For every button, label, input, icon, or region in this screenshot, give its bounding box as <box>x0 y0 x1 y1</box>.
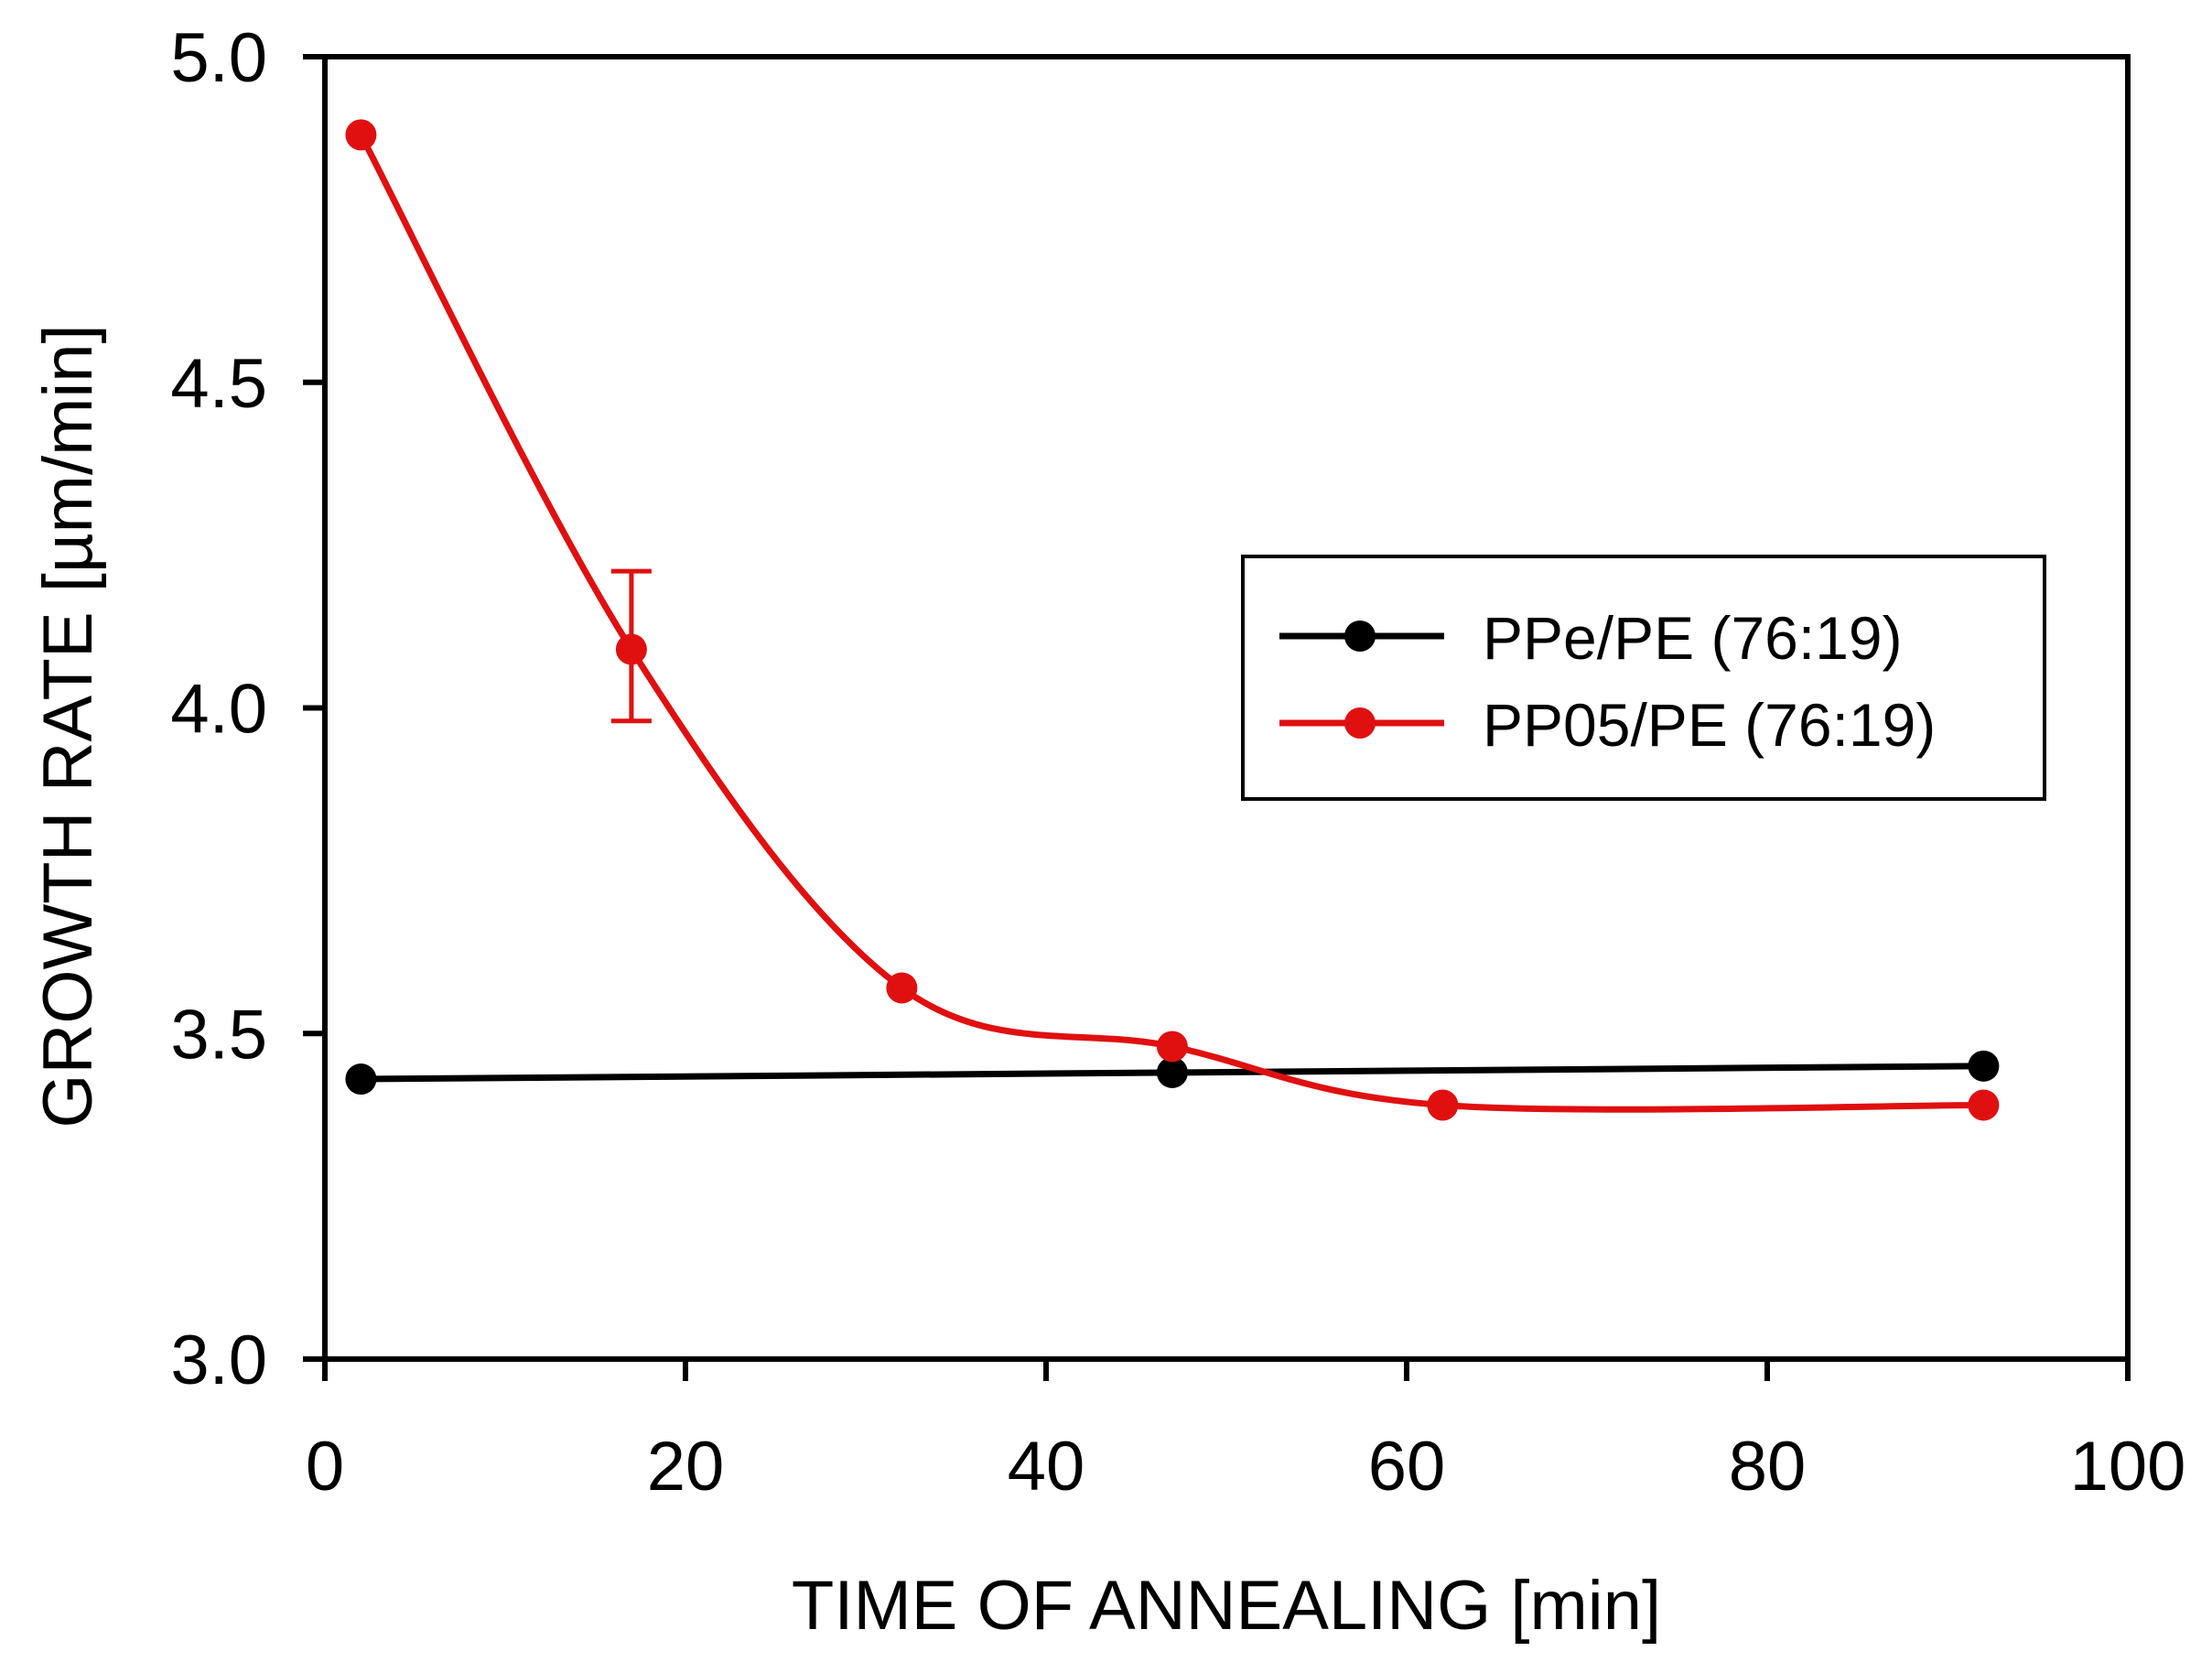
x-tick-label: 100 <box>2070 1428 2186 1506</box>
data-point <box>345 1063 377 1096</box>
data-point <box>1156 1031 1188 1063</box>
x-tick-label: 80 <box>1729 1428 1807 1506</box>
y-axis-label: GROWTH RATE [µm/min] <box>29 324 107 1128</box>
data-point <box>345 119 377 151</box>
legend-item-1: PPe/PE (76:19) <box>1279 604 1903 672</box>
data-point <box>1968 1050 2000 1082</box>
x-tick-label: 60 <box>1368 1428 1446 1506</box>
data-point <box>886 972 918 1004</box>
data-point <box>1968 1089 2000 1121</box>
legend-label: PP05/PE (76:19) <box>1483 691 1936 759</box>
x-tick-label: 40 <box>1008 1428 1085 1506</box>
tick-labels-layer: 0 20 40 60 80 100 3.0 3.5 4.0 4.5 5.0 <box>170 19 2185 1506</box>
y-tick-label: 3.0 <box>170 1322 267 1399</box>
legend-marker <box>1344 621 1376 652</box>
legend-box <box>1241 555 2046 801</box>
x-axis-label: TIME OF ANNEALING [min] <box>792 1567 1661 1645</box>
series-line <box>358 133 1984 1113</box>
y-tick-label: 4.5 <box>170 345 267 423</box>
legend: PPe/PE (76:19) PP05/PE (76:19) <box>1241 555 2046 801</box>
plot-frame <box>322 54 2131 1362</box>
data-point <box>615 633 647 665</box>
data-point <box>1156 1056 1188 1088</box>
y-tick-label: 4.0 <box>170 671 267 749</box>
x-tick-label: 20 <box>647 1428 725 1506</box>
legend-item-2: PP05/PE (76:19) <box>1279 691 1936 759</box>
series-1 <box>345 1050 2000 1096</box>
series-layer <box>345 119 2000 1121</box>
y-tick-label: 3.5 <box>170 996 267 1074</box>
x-tick-label: 0 <box>306 1428 344 1506</box>
series-2 <box>345 119 2000 1121</box>
legend-label: PPe/PE (76:19) <box>1483 604 1903 672</box>
ticks-layer <box>303 54 2131 1381</box>
data-point <box>1427 1089 1459 1121</box>
y-tick-label: 5.0 <box>170 19 267 97</box>
legend-marker <box>1344 707 1376 739</box>
